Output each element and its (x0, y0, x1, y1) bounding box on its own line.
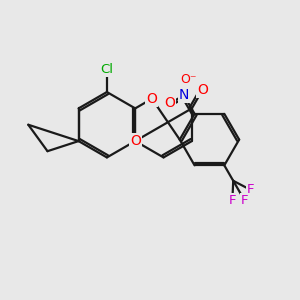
Text: O: O (130, 134, 141, 148)
Text: Cl: Cl (100, 63, 113, 76)
Text: N: N (179, 88, 189, 102)
Text: O: O (197, 83, 208, 98)
Text: O: O (146, 92, 158, 106)
Text: F: F (241, 194, 248, 207)
Text: O⁻: O⁻ (180, 73, 196, 85)
Text: O: O (164, 97, 175, 110)
Text: F: F (229, 194, 236, 207)
Text: F: F (247, 183, 254, 196)
